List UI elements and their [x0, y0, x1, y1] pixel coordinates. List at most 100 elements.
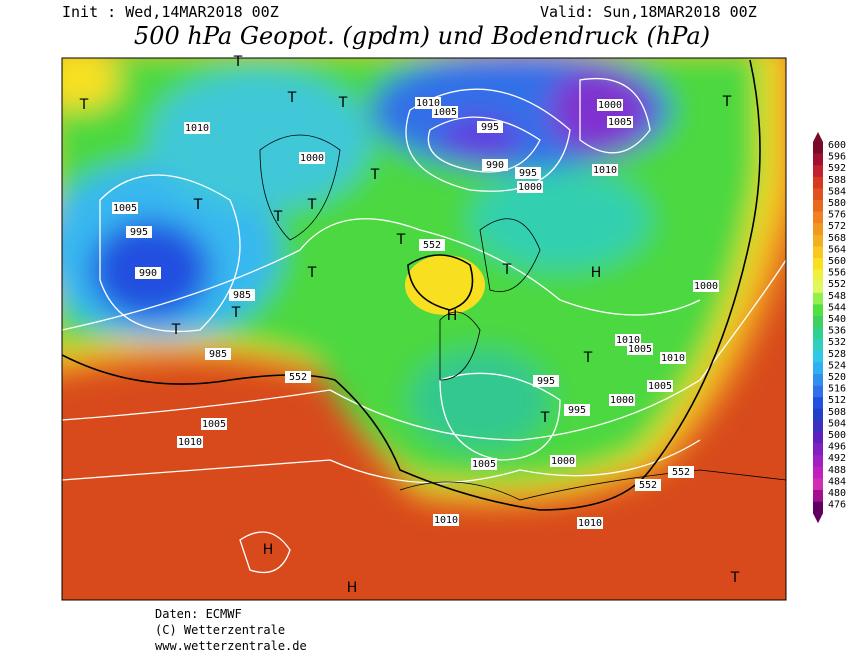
colorbar-swatch [813, 269, 823, 282]
isobar-label: 1005 [608, 117, 632, 128]
label-box [607, 116, 633, 128]
colorbar-swatch [813, 327, 823, 340]
isobar-label: 1010 [434, 515, 458, 526]
isobar-label: 995 [568, 405, 586, 416]
pressure-center: T [307, 197, 317, 213]
colorbar-label: 580 [828, 198, 846, 209]
label-box [517, 181, 543, 193]
label-box [201, 418, 227, 430]
isobar-label: 985 [209, 349, 227, 360]
colorbar-swatch [813, 350, 823, 363]
colorbar-swatch [813, 385, 823, 398]
colorbar-label: 508 [828, 407, 846, 418]
pressure-center: T [233, 54, 243, 70]
colorbar-swatch [813, 362, 823, 375]
colorbar-swatch [813, 397, 823, 410]
label-box [533, 375, 559, 387]
isobar-label: 1010 [416, 98, 440, 109]
isobar-label: 1010 [661, 353, 685, 364]
isobar-label: 1000 [300, 153, 324, 164]
label-box [126, 226, 152, 238]
colorbar-swatch [813, 258, 823, 270]
pressure-center: H [347, 580, 358, 596]
colorbar-swatch [813, 223, 823, 236]
pressure-center: T [287, 90, 297, 106]
label-box [419, 239, 445, 251]
colorbar-label: 516 [828, 384, 846, 395]
colorbar-swatch [813, 292, 823, 305]
isobar-label: 990 [139, 268, 157, 279]
isobar-label: 552 [423, 240, 441, 251]
pressure-center: T [583, 350, 593, 366]
colorbar-swatch [813, 281, 823, 294]
colorbar-label: 548 [828, 291, 846, 302]
isobar-label: 1000 [518, 182, 542, 193]
pressure-center: T [396, 232, 406, 248]
label-box [668, 466, 694, 478]
colorbar-swatch [813, 234, 823, 247]
colorbar-label: 492 [828, 453, 846, 464]
label-box [477, 121, 503, 133]
isobar-label: 1010 [185, 123, 209, 134]
label-box [564, 404, 590, 416]
colorbar-swatch [813, 176, 823, 189]
colorbar-swatch [813, 478, 823, 491]
label-box [135, 267, 161, 279]
label-box [647, 380, 673, 392]
label-box [285, 371, 311, 383]
pressure-center: H [591, 265, 602, 281]
isobar-label: 1000 [551, 456, 575, 467]
isobar-label: 1000 [598, 100, 622, 111]
colorbar-label: 512 [828, 395, 846, 406]
colorbar-swatch [813, 432, 823, 444]
isobar-label: 1005 [628, 344, 652, 355]
colorbar-label: 500 [828, 430, 846, 441]
pressure-center: T [193, 197, 203, 213]
colorbar-swatch [813, 501, 823, 514]
label-box [660, 352, 686, 364]
colorbar-swatch [813, 188, 823, 201]
isobar-label: 1000 [610, 395, 634, 406]
colorbar-arrow-bottom [813, 513, 823, 524]
colorbar-label: 528 [828, 349, 846, 360]
colorbar-swatch [813, 408, 823, 421]
colorbar-label: 476 [828, 500, 846, 511]
colorbar-label: 588 [828, 175, 846, 186]
label-box [592, 164, 618, 176]
label-box [550, 455, 576, 467]
colorbar-swatch [813, 466, 823, 479]
isobar-label: 1005 [202, 419, 226, 430]
label-box [635, 479, 661, 491]
colorbar-label: 560 [828, 256, 846, 267]
pressure-center: T [722, 94, 732, 110]
data-source: Daten: ECMWF [155, 607, 242, 621]
isobar-label: 1010 [616, 335, 640, 346]
isobar-label: 1005 [472, 459, 496, 470]
colorbar-swatch [813, 211, 823, 224]
colorbar-label: 532 [828, 337, 846, 348]
isobar-label: 990 [486, 160, 504, 171]
pressure-center: H [447, 308, 458, 324]
pressure-center: T [231, 305, 241, 321]
colorbar-swatch [813, 339, 823, 352]
label-box [577, 517, 603, 529]
pressure-center: T [370, 167, 380, 183]
label-box [627, 343, 653, 355]
colorbar-label: 544 [828, 302, 846, 313]
colorbar-swatch [813, 246, 823, 259]
colorbar-arrow-top [813, 132, 823, 142]
isobar-label: 1010 [178, 437, 202, 448]
colorbar-label: 600 [828, 140, 846, 151]
colorbar-swatch [813, 455, 823, 468]
colorbar-swatch [813, 374, 823, 386]
colorbar-swatch [813, 490, 823, 502]
colorbar-swatch [813, 420, 823, 433]
colorbar-label: 540 [828, 314, 846, 325]
colorbar-swatch [813, 304, 823, 317]
label-box [693, 280, 719, 292]
colorbar-swatch [813, 443, 823, 456]
label-box [482, 159, 508, 171]
isobar-label: 995 [481, 122, 499, 133]
pressure-center: T [171, 322, 181, 338]
colorbar-label: 596 [828, 152, 846, 163]
